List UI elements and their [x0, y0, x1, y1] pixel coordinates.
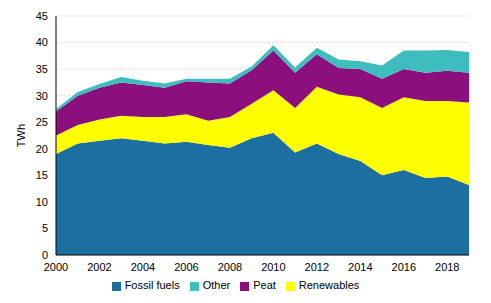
svg-text:2018: 2018	[435, 261, 459, 273]
svg-text:10: 10	[36, 196, 48, 208]
svg-text:TWh: TWh	[15, 124, 27, 147]
svg-text:2014: 2014	[348, 261, 372, 273]
svg-text:35: 35	[36, 63, 48, 75]
svg-text:15: 15	[36, 169, 48, 181]
svg-text:25: 25	[36, 116, 48, 128]
svg-text:2006: 2006	[174, 261, 198, 273]
svg-text:20: 20	[36, 143, 48, 155]
svg-text:40: 40	[36, 36, 48, 48]
svg-text:30: 30	[36, 90, 48, 102]
html-text:Other: Other	[202, 279, 231, 291]
svg-text:0: 0	[42, 249, 48, 261]
svg-text:45: 45	[36, 10, 48, 22]
svg-text:2016: 2016	[392, 261, 416, 273]
svg-text:2002: 2002	[87, 261, 111, 273]
html-text:Renewables: Renewables	[298, 279, 360, 291]
html-text:Fossil fuels: Fossil fuels	[124, 279, 180, 291]
html-text:Peat: Peat	[253, 279, 276, 291]
svg-text:2008: 2008	[218, 261, 242, 273]
svg-text:2000: 2000	[44, 261, 68, 273]
svg-text:2012: 2012	[305, 261, 329, 273]
svg-text:5: 5	[42, 222, 48, 234]
svg-text:2004: 2004	[131, 261, 155, 273]
svg-text:2010: 2010	[261, 261, 285, 273]
